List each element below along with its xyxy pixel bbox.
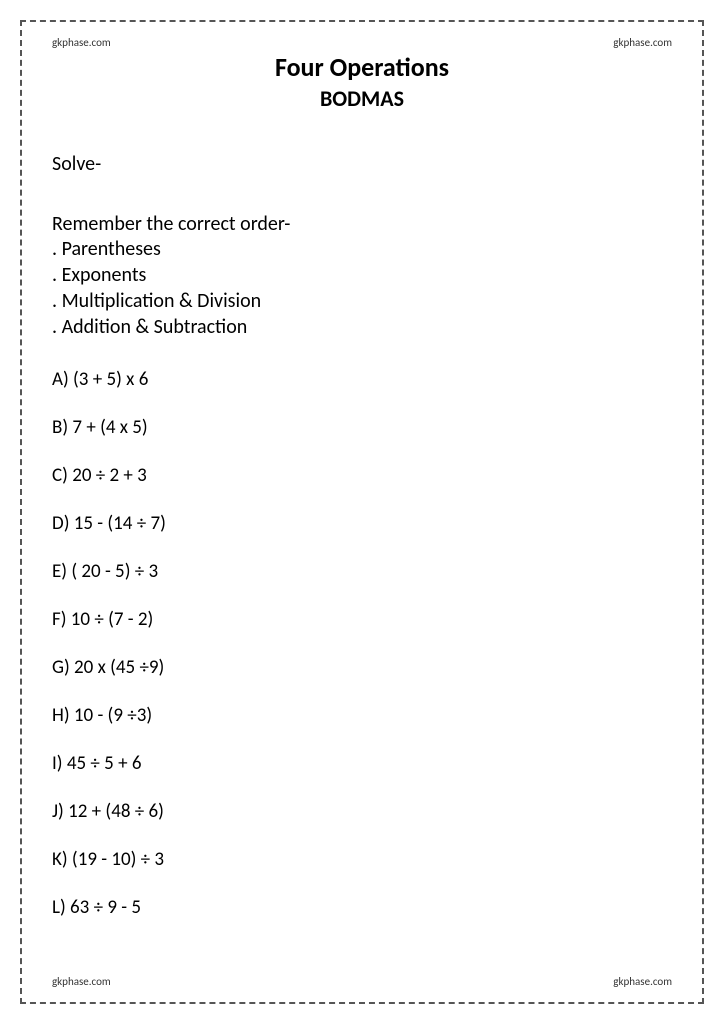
footer-watermark-row: gkphase.com gkphase.com (52, 975, 672, 988)
watermark-top-left: gkphase.com (52, 36, 111, 49)
problem-i: I) 45 ÷ 5 + 6 (52, 752, 672, 775)
problem-b: B) 7 + (4 x 5) (52, 416, 672, 439)
problems-list: A) (3 + 5) x 6 B) 7 + (4 x 5) C) 20 ÷ 2 … (52, 368, 672, 919)
problem-f: F) 10 ÷ (7 - 2) (52, 608, 672, 631)
worksheet-page: gkphase.com gkphase.com Four Operations … (20, 20, 704, 1004)
header-watermark-row: gkphase.com gkphase.com (52, 36, 672, 49)
page-title: Four Operations (52, 51, 672, 83)
watermark-bottom-left: gkphase.com (52, 975, 111, 988)
problem-c: C) 20 ÷ 2 + 3 (52, 464, 672, 487)
problem-d: D) 15 - (14 ÷ 7) (52, 512, 672, 535)
order-item: . Exponents (52, 262, 672, 288)
problem-e: E) ( 20 - 5) ÷ 3 (52, 560, 672, 583)
problem-g: G) 20 x (45 ÷9) (52, 656, 672, 679)
problem-k: K) (19 - 10) ÷ 3 (52, 848, 672, 871)
order-item: . Multiplication & Division (52, 288, 672, 314)
order-item: . Parentheses (52, 236, 672, 262)
problem-l: L) 63 ÷ 9 - 5 (52, 896, 672, 919)
page-subtitle: BODMAS (52, 85, 672, 112)
watermark-bottom-right: gkphase.com (613, 975, 672, 988)
instruction-text: Solve- (52, 152, 672, 176)
problem-j: J) 12 + (48 ÷ 6) (52, 800, 672, 823)
problem-h: H) 10 - (9 ÷3) (52, 704, 672, 727)
order-item: . Addition & Subtraction (52, 314, 672, 340)
order-heading: Remember the correct order- (52, 212, 672, 236)
problem-a: A) (3 + 5) x 6 (52, 368, 672, 391)
watermark-top-right: gkphase.com (613, 36, 672, 49)
